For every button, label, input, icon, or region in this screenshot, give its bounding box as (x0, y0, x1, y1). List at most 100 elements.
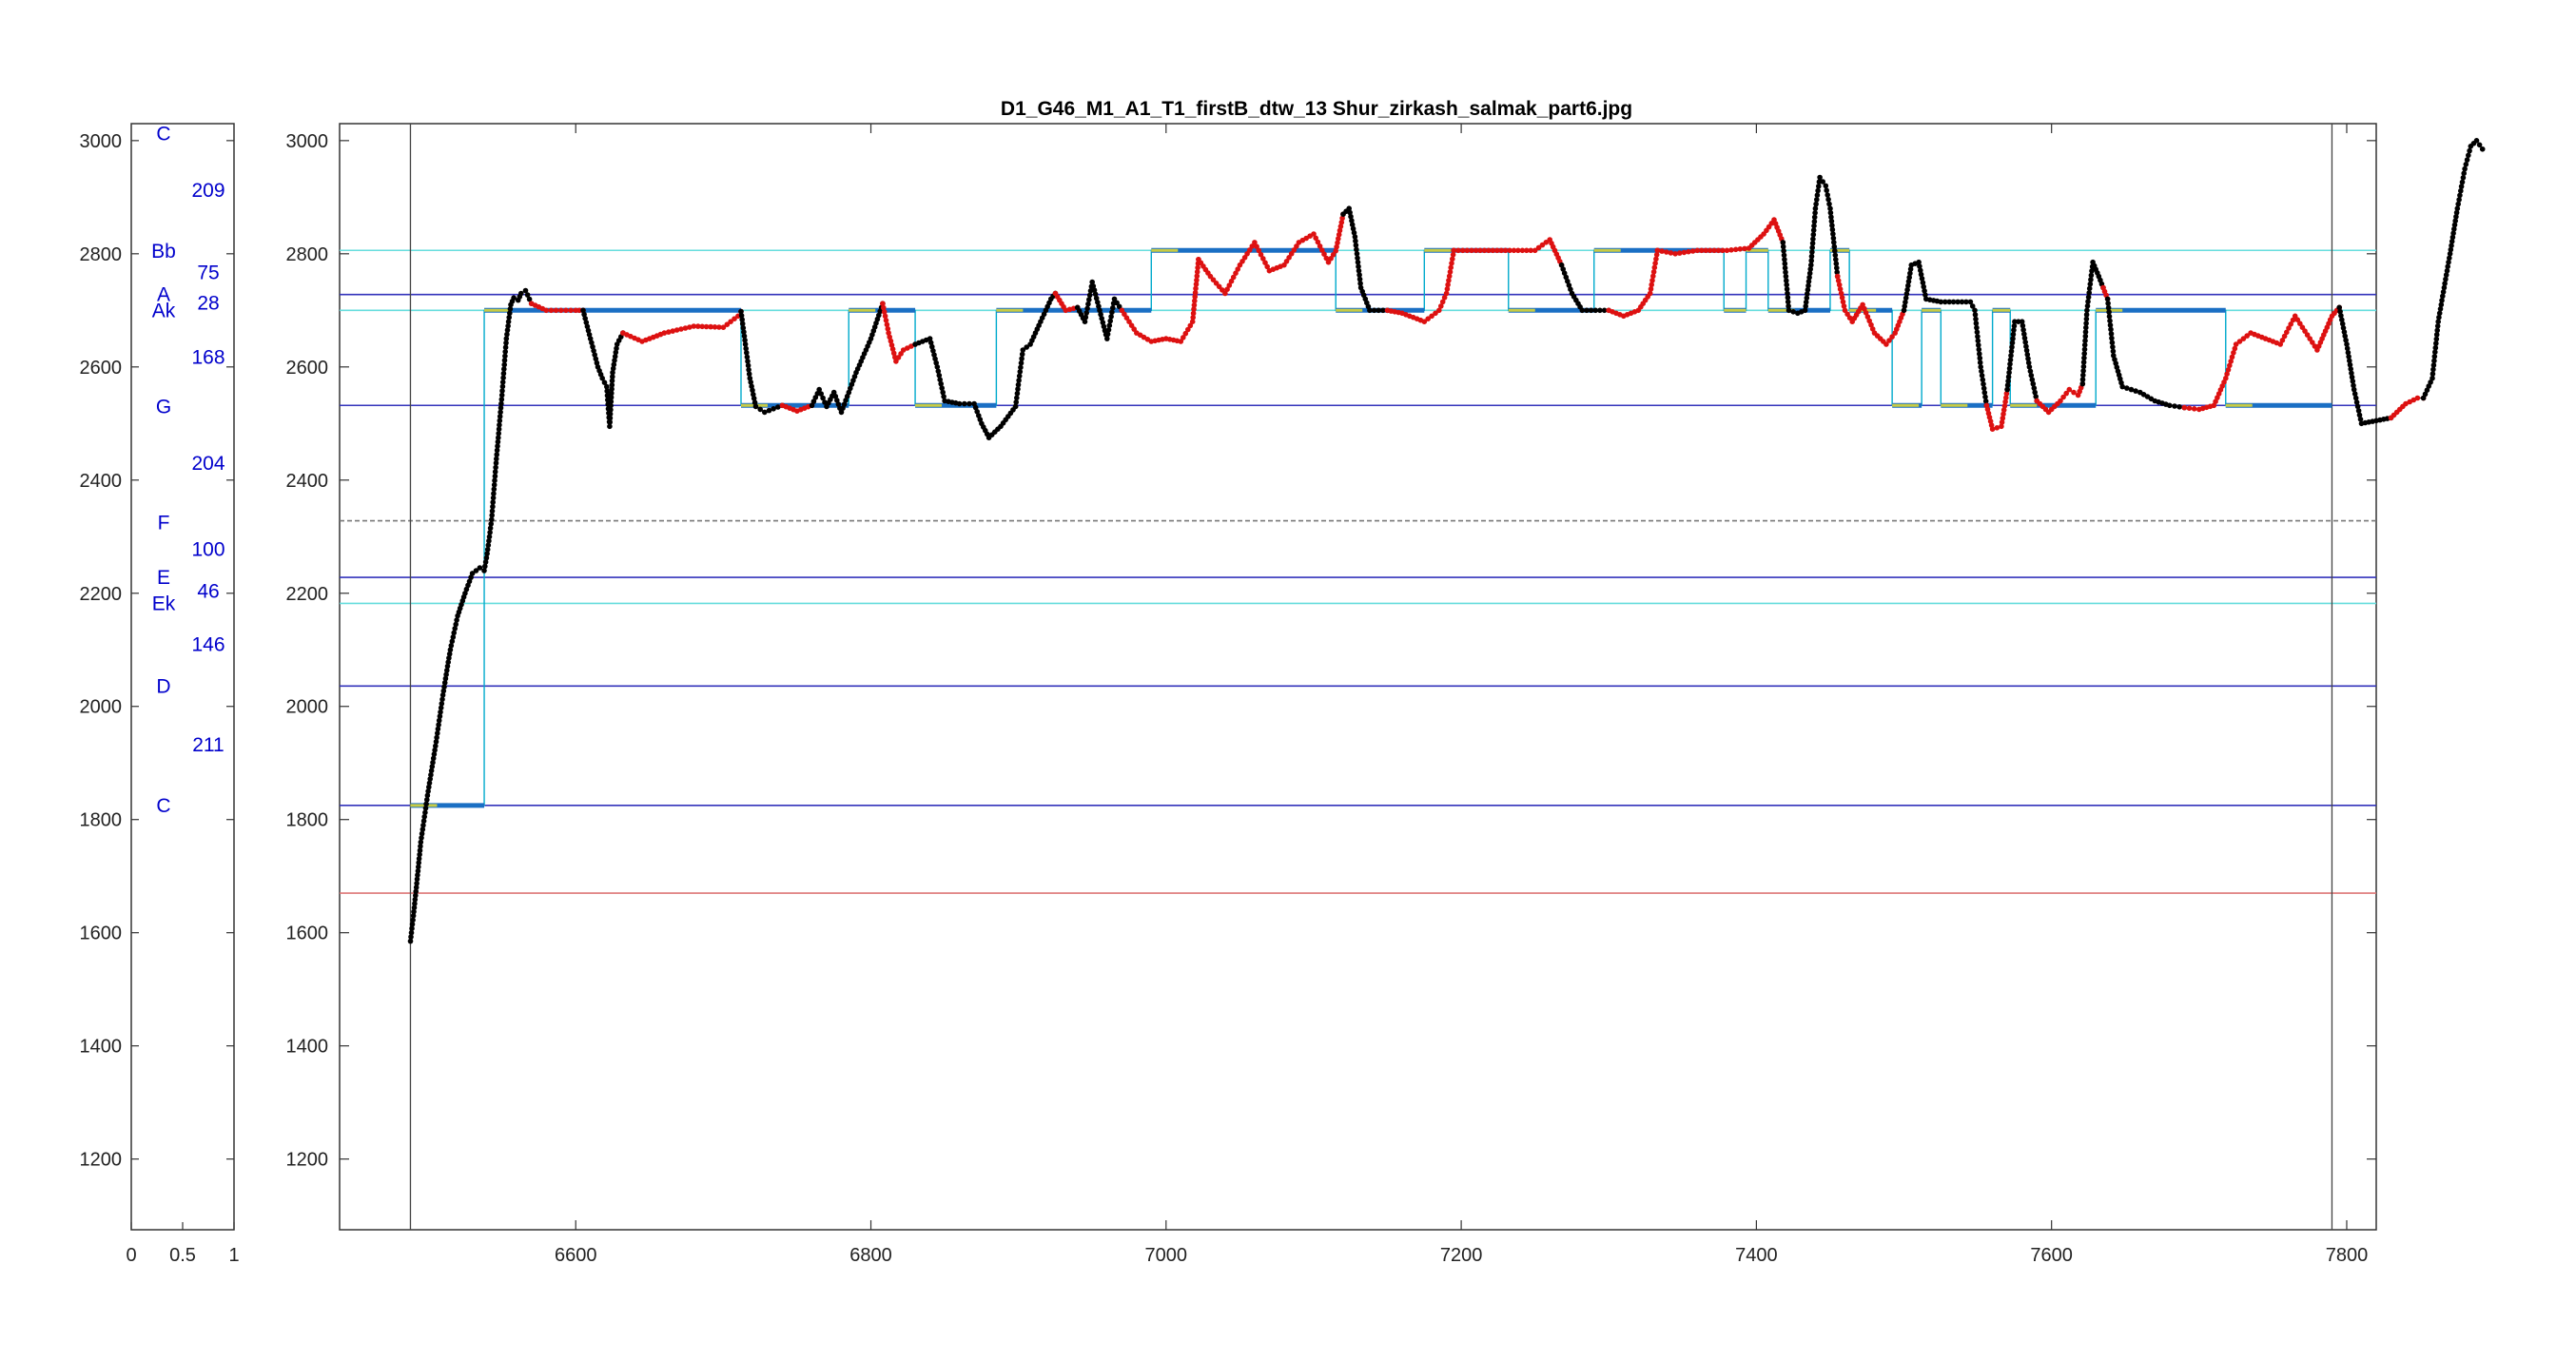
pitch-point (498, 392, 505, 399)
pitch-point (1469, 247, 1474, 254)
pitch-point (2430, 375, 2435, 381)
pitch-point (548, 307, 555, 314)
interval-label: 168 (191, 347, 224, 369)
pitch-point (2000, 415, 2006, 421)
pitch-point (490, 503, 496, 510)
pitch-point (1782, 257, 1787, 262)
pitch-point (818, 391, 824, 397)
pitch-point (2438, 301, 2445, 308)
x-tick-label: 7000 (1145, 1245, 1188, 1266)
pitch-point (2008, 353, 2014, 359)
pitch-point (666, 329, 672, 335)
pitch-point (1568, 286, 1573, 293)
pitch-point (2133, 388, 2138, 394)
pitch-point (1498, 247, 1504, 254)
pitch-point (442, 675, 449, 682)
pitch-point (2107, 322, 2114, 328)
pitch-point (1837, 286, 1844, 292)
pitch-point (1921, 283, 1926, 290)
pitch-point (2437, 306, 2444, 312)
pitch-point (2454, 205, 2461, 211)
pitch-point (682, 325, 689, 331)
pitch-point (2021, 331, 2027, 338)
pitch-point (1182, 330, 1189, 337)
pitch-point (1984, 406, 1991, 413)
pitch-point (2436, 310, 2443, 317)
x-tick-label: 7800 (2326, 1245, 2369, 1266)
pitch-point (2011, 327, 2017, 333)
pitch-point (1863, 310, 1869, 316)
pitch-point (2085, 294, 2092, 301)
pitch-point (1938, 299, 1944, 305)
pitch-point (481, 568, 487, 574)
pitch-point (1653, 256, 1659, 262)
pitch-point (1339, 215, 1345, 222)
side-y-tick-label: 2800 (80, 244, 123, 265)
pitch-point (2006, 369, 2012, 376)
pitch-point (488, 521, 494, 527)
pitch-point (2354, 403, 2361, 410)
pitch-point (1349, 222, 1356, 227)
pitch-point (416, 856, 422, 862)
pitch-point (1192, 294, 1198, 300)
pitch-point (1351, 229, 1357, 236)
pitch-point (1092, 291, 1099, 298)
pitch-point (452, 626, 459, 632)
pitch-point (502, 344, 509, 351)
pitch-point (816, 386, 822, 393)
pitch-point (1904, 286, 1910, 293)
pitch-point (1780, 243, 1786, 250)
pitch-point (2028, 372, 2035, 379)
pitch-point (2083, 324, 2089, 331)
pitch-point (2336, 304, 2342, 311)
pitch-point (484, 546, 491, 553)
pitch-point (1194, 273, 1200, 280)
pitch-point (889, 346, 896, 352)
pitch-point (437, 713, 443, 719)
pitch-point (1014, 390, 1021, 397)
pitch-point (1862, 305, 1867, 312)
pitch-point (1228, 278, 1235, 284)
pitch-point (929, 343, 935, 350)
pitch-point (1371, 307, 1377, 314)
pitch-point (1946, 299, 1952, 305)
pitch-point (1441, 295, 1448, 301)
side-x-tick-label: 0.5 (169, 1245, 196, 1266)
pitch-point (1192, 298, 1198, 304)
pitch-point (2339, 321, 2346, 327)
pitch-point (499, 383, 506, 390)
pitch-point (1981, 390, 1988, 396)
pitch-point (1349, 218, 1355, 224)
pitch-point (412, 901, 418, 906)
pitch-point (1262, 260, 1268, 266)
pitch-point (2083, 316, 2090, 322)
pitch-point (431, 751, 438, 757)
pitch-point (1519, 247, 1526, 254)
interval-label: 211 (192, 734, 224, 756)
pitch-point (1903, 299, 1908, 305)
pitch-point (1707, 247, 1713, 254)
pitch-point (752, 403, 759, 410)
pitch-point (1834, 273, 1841, 280)
pitch-point (1715, 247, 1722, 254)
pitch-point (408, 929, 415, 936)
pitch-point (1833, 261, 1840, 267)
pitch-point (1846, 315, 1853, 321)
pitch-point (486, 534, 493, 540)
pitch-point (2448, 246, 2454, 253)
pitch-point (1785, 295, 1791, 301)
pitch-point (1981, 385, 1987, 392)
pitch-point (1083, 310, 1089, 316)
pitch-point (1018, 360, 1025, 366)
interval-label: 204 (191, 453, 224, 475)
pitch-point (418, 844, 423, 849)
pitch-point (1443, 290, 1450, 297)
pitch-point (469, 571, 476, 576)
pitch-point (422, 809, 428, 816)
pitch-point (1806, 274, 1812, 281)
pitch-point (2294, 317, 2301, 323)
pitch-point (1565, 278, 1571, 284)
pitch-point (2080, 360, 2087, 365)
pitch-point (2033, 394, 2039, 399)
pitch-point (553, 307, 559, 314)
